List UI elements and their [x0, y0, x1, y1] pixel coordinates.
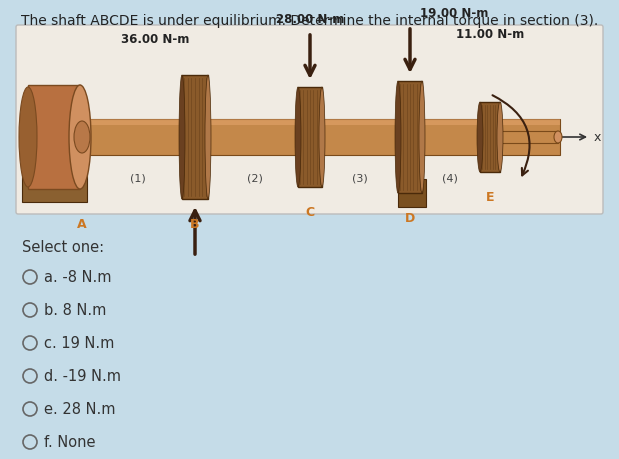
Text: C: C — [305, 206, 314, 218]
Ellipse shape — [554, 132, 562, 144]
Bar — [182, 76, 208, 200]
Text: b. 8 N.m: b. 8 N.m — [44, 303, 106, 318]
Bar — [480, 103, 500, 173]
Text: x: x — [594, 131, 602, 144]
Bar — [28, 86, 80, 190]
Ellipse shape — [497, 103, 503, 173]
Ellipse shape — [477, 103, 483, 173]
Ellipse shape — [74, 122, 90, 154]
Text: f. None: f. None — [44, 435, 95, 449]
Text: D: D — [405, 212, 415, 224]
Ellipse shape — [179, 76, 185, 200]
Text: 36.00 N-m: 36.00 N-m — [121, 33, 189, 46]
Text: E: E — [486, 190, 494, 203]
Text: 28.00 N-m: 28.00 N-m — [276, 13, 344, 26]
Ellipse shape — [19, 88, 37, 188]
Bar — [398, 179, 426, 207]
Text: 11.00 N-m: 11.00 N-m — [456, 28, 524, 41]
Bar — [500, 132, 558, 144]
Bar — [298, 88, 322, 188]
Bar — [398, 82, 422, 194]
Ellipse shape — [69, 86, 91, 190]
Ellipse shape — [319, 88, 325, 188]
Bar — [22, 168, 87, 202]
Ellipse shape — [419, 82, 425, 194]
Ellipse shape — [205, 76, 211, 200]
Ellipse shape — [295, 88, 301, 188]
Text: c. 19 N.m: c. 19 N.m — [44, 336, 115, 351]
Text: A: A — [77, 218, 87, 230]
Text: The shaft ABCDE is under equilibrium. Determine the internal torque in section (: The shaft ABCDE is under equilibrium. De… — [22, 14, 599, 28]
Text: 19.00 N-m: 19.00 N-m — [420, 7, 488, 20]
Ellipse shape — [395, 82, 401, 194]
Text: (2): (2) — [247, 174, 263, 184]
Text: Select one:: Select one: — [22, 240, 104, 254]
Text: (3): (3) — [352, 174, 368, 184]
Text: e. 28 N.m: e. 28 N.m — [44, 402, 116, 417]
Text: d. -19 N.m: d. -19 N.m — [44, 369, 121, 384]
Text: (4): (4) — [442, 174, 458, 184]
Bar — [75, 120, 560, 126]
FancyBboxPatch shape — [16, 26, 603, 214]
Text: a. -8 N.m: a. -8 N.m — [44, 270, 111, 285]
Text: B: B — [190, 218, 200, 230]
FancyArrowPatch shape — [493, 96, 530, 176]
Bar — [75, 120, 560, 156]
Text: (1): (1) — [130, 174, 146, 184]
